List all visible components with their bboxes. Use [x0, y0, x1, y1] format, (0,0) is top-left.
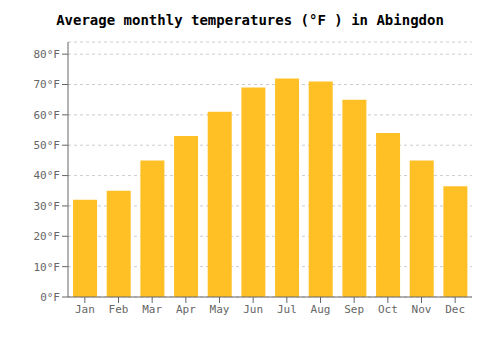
- svg-text:20°F: 20°F: [34, 230, 61, 243]
- svg-text:30°F: 30°F: [34, 200, 61, 213]
- svg-text:Jan: Jan: [75, 303, 95, 316]
- svg-text:May: May: [210, 303, 230, 316]
- html-text:Average monthly temperatures (: Average monthly temperatures (°F ) in Ab…: [56, 12, 444, 28]
- svg-text:Jul: Jul: [277, 303, 297, 316]
- svg-text:0°F: 0°F: [40, 291, 60, 304]
- svg-text:70°F: 70°F: [34, 78, 61, 91]
- svg-text:Sep: Sep: [344, 303, 364, 316]
- svg-text:60°F: 60°F: [34, 109, 61, 122]
- svg-text:Oct: Oct: [378, 303, 398, 316]
- svg-text:Nov: Nov: [412, 303, 432, 316]
- svg-text:Feb: Feb: [109, 303, 129, 316]
- svg-text:Mar: Mar: [142, 303, 162, 316]
- svg-text:80°F: 80°F: [34, 48, 61, 61]
- svg-text:50°F: 50°F: [34, 139, 61, 152]
- svg-text:10°F: 10°F: [34, 261, 61, 274]
- svg-text:Apr: Apr: [176, 303, 196, 316]
- svg-text:Jun: Jun: [243, 303, 263, 316]
- svg-text:40°F: 40°F: [34, 169, 61, 182]
- svg-text:Aug: Aug: [311, 303, 331, 316]
- svg-text:Dec: Dec: [445, 303, 465, 316]
